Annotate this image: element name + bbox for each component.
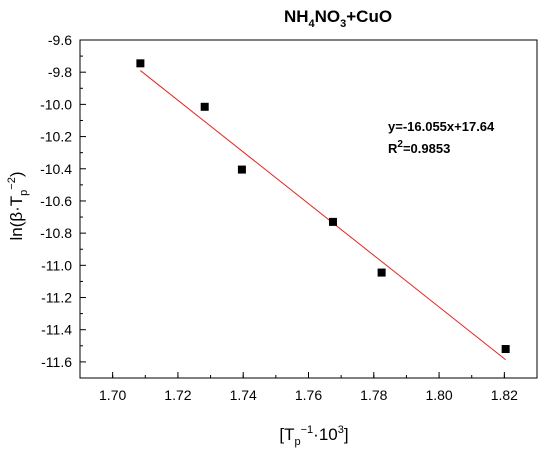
x-tick-label: 1.82 xyxy=(491,387,518,403)
axis-label-part: p xyxy=(18,190,30,196)
plot-frame xyxy=(79,39,538,379)
x-tick-label: 1.70 xyxy=(99,387,126,403)
data-points xyxy=(136,59,510,354)
x-tick-label: 1.80 xyxy=(425,387,452,403)
data-point xyxy=(328,217,337,226)
r2-sup: 2 xyxy=(397,139,403,150)
fit-annotation: y=-16.055x+17.64 R2=0.9853 xyxy=(388,119,495,156)
title-part: 4 xyxy=(309,18,316,30)
axis-label-part: ·10 xyxy=(313,425,338,444)
x-tick-label: 1.72 xyxy=(164,387,191,403)
data-point xyxy=(200,102,209,111)
data-point xyxy=(136,59,145,68)
title-part: +CuO xyxy=(346,7,392,26)
axis-label-part: −2 xyxy=(6,177,18,190)
y-tick-label: -10.4 xyxy=(40,161,72,177)
y-axis: -9.6 -9.8 -10.0 -10.2 -10.4 -10.6 -10.8 -11.0 -1… xyxy=(40,32,86,379)
y-tick-label: -9.8 xyxy=(48,64,72,80)
x-tick-label: 1.78 xyxy=(360,387,387,403)
title-part: NH xyxy=(284,7,309,26)
y-tick-label: -10.6 xyxy=(40,193,72,209)
y-tick-label: -11.2 xyxy=(41,290,72,306)
data-point xyxy=(377,268,386,277)
y-tick-label: -10.0 xyxy=(40,96,72,112)
fit-r-squared: R2=0.9853 xyxy=(388,139,450,156)
r2-value: =0.9853 xyxy=(403,141,450,156)
plot-border xyxy=(79,39,538,379)
data-point xyxy=(501,345,510,354)
fit-equation: y=-16.055x+17.64 xyxy=(388,119,495,134)
axis-label-part: ) xyxy=(7,171,26,177)
axis-label-part: ln(β·T xyxy=(7,196,26,241)
axis-label-part: ] xyxy=(344,425,349,444)
y-axis-label: ln(β·Tp−2) xyxy=(6,171,30,240)
axis-label-part: −1 xyxy=(301,424,314,436)
data-point xyxy=(237,165,246,174)
title-part: 3 xyxy=(340,18,346,30)
chart-title: NH4NO3+CuO xyxy=(284,7,392,30)
x-tick-label: 1.76 xyxy=(295,387,322,403)
x-axis-label: [Tp−1·103] xyxy=(279,424,348,448)
y-tick-label: -11.6 xyxy=(41,354,72,370)
axis-label-part: [T xyxy=(279,425,294,444)
axis-label-part: p xyxy=(295,436,301,448)
r2-prefix: R xyxy=(388,141,398,156)
title-part: NO xyxy=(315,7,341,26)
y-tick-label: -11.0 xyxy=(41,257,72,273)
axis-label-part: 3 xyxy=(338,424,344,436)
x-tick-label: 1.74 xyxy=(230,387,257,403)
y-tick-label: -10.8 xyxy=(40,225,72,241)
y-tick-label: -9.6 xyxy=(48,32,72,48)
fit-line xyxy=(140,70,506,361)
y-tick-label: -10.2 xyxy=(40,129,72,145)
x-axis: 1.70 1.72 1.74 1.76 1.78 1.80 1.82 xyxy=(79,372,538,403)
y-tick-label: -11.4 xyxy=(41,322,72,338)
